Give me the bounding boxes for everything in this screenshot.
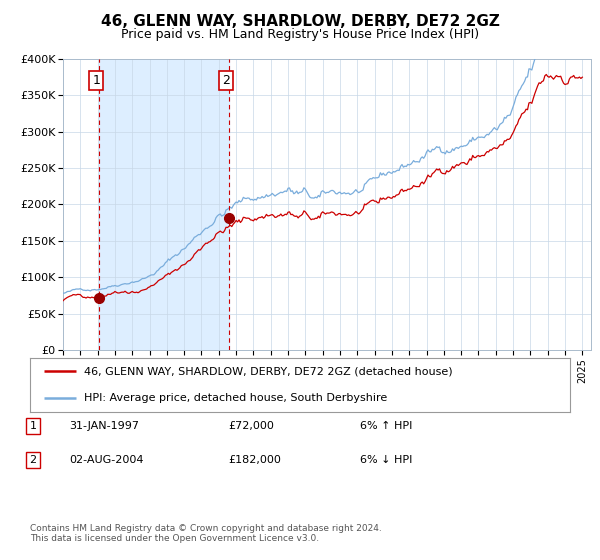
Text: 46, GLENN WAY, SHARDLOW, DERBY, DE72 2GZ (detached house): 46, GLENN WAY, SHARDLOW, DERBY, DE72 2GZ… <box>84 366 452 376</box>
Text: Contains HM Land Registry data © Crown copyright and database right 2024.
This d: Contains HM Land Registry data © Crown c… <box>30 524 382 543</box>
Text: 46, GLENN WAY, SHARDLOW, DERBY, DE72 2GZ: 46, GLENN WAY, SHARDLOW, DERBY, DE72 2GZ <box>101 14 499 29</box>
Text: HPI: Average price, detached house, South Derbyshire: HPI: Average price, detached house, Sout… <box>84 393 387 403</box>
Text: 6% ↑ HPI: 6% ↑ HPI <box>360 421 412 431</box>
Text: £182,000: £182,000 <box>228 455 281 465</box>
Text: £72,000: £72,000 <box>228 421 274 431</box>
Text: 2: 2 <box>223 74 230 87</box>
Text: 6% ↓ HPI: 6% ↓ HPI <box>360 455 412 465</box>
Text: 2: 2 <box>29 455 37 465</box>
Text: 1: 1 <box>92 74 100 87</box>
Text: 31-JAN-1997: 31-JAN-1997 <box>69 421 139 431</box>
Bar <box>99 59 229 350</box>
Text: Price paid vs. HM Land Registry's House Price Index (HPI): Price paid vs. HM Land Registry's House … <box>121 28 479 41</box>
Text: 1: 1 <box>29 421 37 431</box>
Text: 02-AUG-2004: 02-AUG-2004 <box>69 455 143 465</box>
